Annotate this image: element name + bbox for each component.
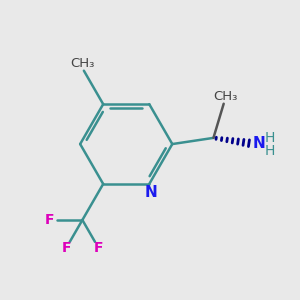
Text: N: N <box>144 185 157 200</box>
Text: H: H <box>264 131 275 145</box>
Text: CH₃: CH₃ <box>70 57 94 70</box>
Text: F: F <box>94 241 104 255</box>
Text: F: F <box>61 241 71 255</box>
Text: CH₃: CH₃ <box>213 90 237 103</box>
Text: H: H <box>264 144 275 158</box>
Text: F: F <box>45 213 54 227</box>
Text: N: N <box>253 136 266 151</box>
